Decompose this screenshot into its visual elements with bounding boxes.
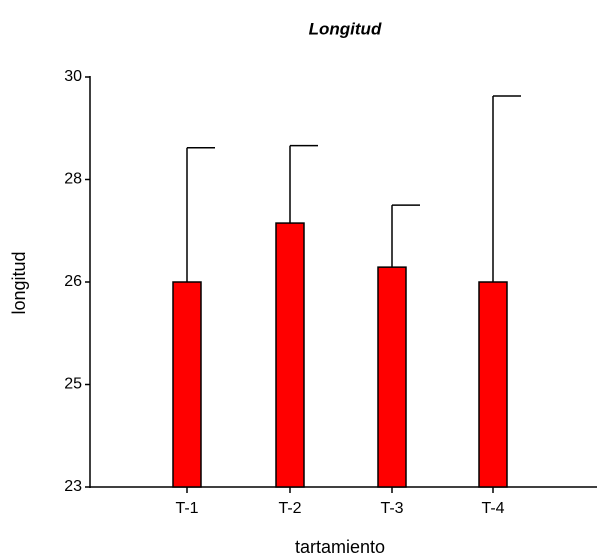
- bar: [275, 222, 305, 488]
- y-tick-label: 23: [64, 478, 82, 495]
- x-axis-label: tartamiento: [295, 537, 385, 557]
- y-tick-label: 25: [64, 376, 82, 393]
- x-tick-label: T-3: [380, 500, 403, 517]
- x-tick-label: T-2: [278, 500, 301, 517]
- bar: [478, 281, 508, 488]
- y-tick-label: 28: [64, 171, 82, 188]
- x-tick-label: T-1: [175, 500, 198, 517]
- y-tick-label: 30: [64, 68, 82, 85]
- bar: [172, 281, 202, 488]
- y-axis-label: longitud: [9, 251, 29, 314]
- bar: [377, 266, 407, 488]
- y-tick-label: 26: [64, 273, 82, 290]
- chart-title: Longitud: [309, 19, 382, 38]
- x-tick-label: T-4: [481, 500, 504, 517]
